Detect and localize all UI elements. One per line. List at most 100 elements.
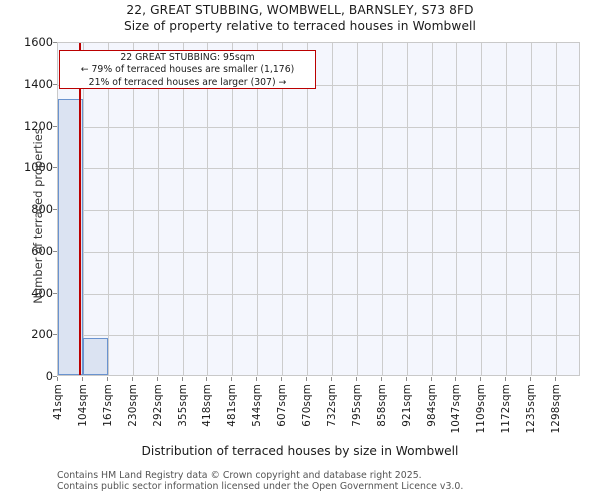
x-tick-label: 670sqm [301,384,314,427]
y-tick-mark [53,42,57,43]
x-tick-label: 355sqm [176,384,189,427]
gridline-vertical [357,43,358,375]
y-tick-mark [53,376,57,377]
x-tick-label: 481sqm [226,384,239,427]
y-tick-mark [53,125,57,127]
x-tick-mark [157,377,158,381]
x-tick-mark [256,377,257,381]
gridline-vertical [133,43,134,375]
x-tick-mark [480,377,481,381]
x-tick-label: 167sqm [101,384,114,427]
bar [58,99,83,375]
annotation-smaller: ← 79% of terraced houses are smaller (1,… [80,64,295,76]
gridline-vertical [83,43,84,375]
gridline-vertical [207,43,208,375]
gridline-vertical [556,43,557,375]
x-tick-label: 1047sqm [450,384,463,434]
x-tick-mark [206,377,207,381]
x-tick-mark [231,377,232,381]
x-tick-label: 858sqm [375,384,388,427]
gridline-vertical [332,43,333,375]
x-tick-mark [356,377,357,381]
gridline-vertical [382,43,383,375]
gridline-vertical [257,43,258,375]
y-tick-label: 1600 [24,35,53,49]
x-tick-label: 1109sqm [475,384,488,434]
x-tick-label: 41sqm [52,384,64,421]
x-tick-mark [505,377,506,381]
x-tick-label: 984sqm [425,384,438,427]
x-tick-mark [306,377,307,381]
footer-line-1: Contains HM Land Registry data © Crown c… [57,470,422,481]
chart-subtitle: Size of property relative to terraced ho… [123,19,477,33]
x-tick-mark [530,377,531,381]
y-tick-label: 600 [31,243,53,258]
gridline-vertical [158,43,159,375]
gridline-horizontal [58,210,579,211]
x-tick-mark [182,377,183,381]
x-tick-mark [57,377,58,381]
gridline-vertical [282,43,283,375]
gridline-vertical [407,43,408,375]
y-axis-title: Number of terraced properties [31,128,45,304]
annotation-larger: 21% of terraced houses are larger (307) … [88,76,287,88]
x-tick-label: 544sqm [251,384,264,427]
y-tick-label: 1400 [24,76,53,91]
x-tick-mark [431,377,432,381]
x-tick-mark [331,377,332,381]
x-tick-mark [107,377,108,381]
x-tick-mark [406,377,407,381]
bar [82,338,108,375]
x-tick-label: 607sqm [276,384,289,427]
y-tick-mark [53,83,57,85]
x-tick-mark [381,377,382,381]
gridline-horizontal [58,126,579,128]
y-tick-label: 400 [31,285,53,300]
x-tick-label: 921sqm [400,384,413,427]
gridline-horizontal [58,335,579,337]
marker-line [79,43,82,375]
x-tick-mark [455,377,456,381]
y-tick-mark [53,334,57,336]
gridline-horizontal [58,84,579,86]
y-tick-label: 0 [45,369,53,383]
gridline-vertical [108,43,109,375]
gridline-vertical [481,43,482,375]
chart-title-block: 22, GREAT STUBBING, WOMBWELL, BARNSLEY, … [0,2,600,35]
x-axis-title: Distribution of terraced houses by size … [141,444,459,458]
annotation-property-size: 22 GREAT STUBBING: 95sqm [120,52,255,63]
gridline-vertical [232,43,233,375]
gridline-horizontal [58,168,579,170]
x-tick-label: 1235sqm [525,384,538,434]
gridline-vertical [506,43,507,375]
footer-line-2: Contains public sector information licen… [57,481,464,493]
gridline-horizontal [58,251,579,253]
gridline-vertical [531,43,532,375]
x-tick-mark [82,377,83,381]
x-tick-label: 292sqm [151,384,164,427]
y-tick-mark [53,250,57,252]
x-tick-mark [555,377,556,381]
gridline-vertical [432,43,433,375]
y-tick-label: 200 [31,327,53,342]
x-tick-label: 732sqm [325,384,338,427]
plot-area [57,42,580,376]
y-tick-mark [53,209,57,210]
footer-attribution: Contains HM Land Registry data © Crown c… [57,470,577,493]
y-tick-label: 1200 [24,118,53,133]
property-annotation-box: 22 GREAT STUBBING: 95sqm ← 79% of terrac… [59,50,316,89]
gridline-vertical [307,43,308,375]
gridline-horizontal [58,293,579,295]
x-tick-label: 795sqm [350,384,363,427]
y-tick-mark [53,167,57,169]
gridline-vertical [183,43,184,375]
y-axis: 0 200 400 600 800 1000 1200 1400 1600 Number of … [0,0,57,500]
y-tick-label: 800 [31,202,53,216]
x-tick-mark [132,377,133,381]
y-tick-label: 1000 [24,160,53,175]
y-tick-mark [53,292,57,294]
x-tick-mark [281,377,282,381]
x-tick-label: 1172sqm [500,384,513,434]
x-tick-label: 230sqm [126,384,139,427]
